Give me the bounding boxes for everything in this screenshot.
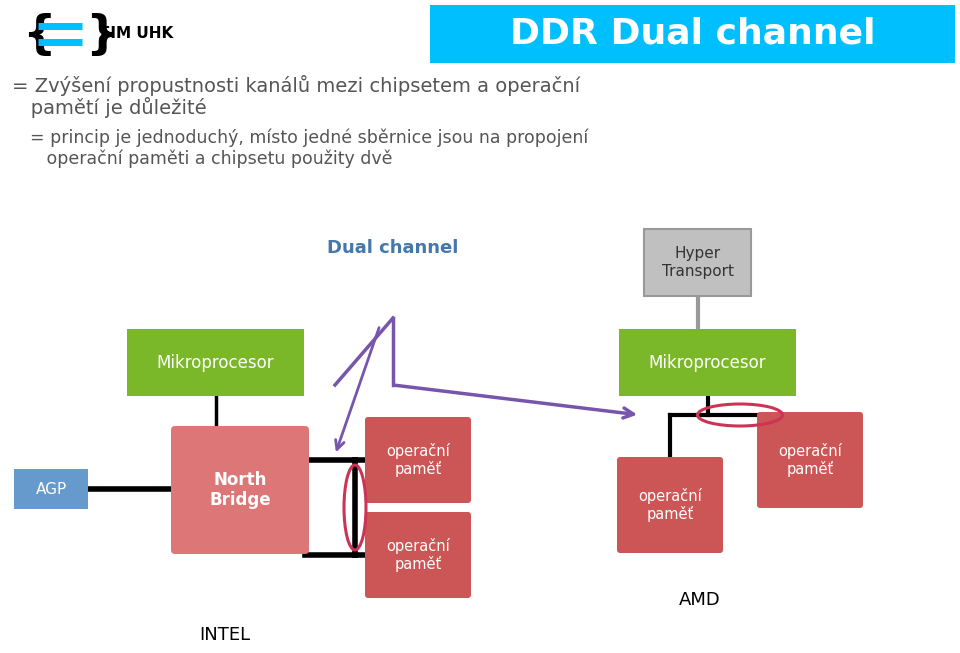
Text: DDR Dual channel: DDR Dual channel [510, 17, 876, 51]
Text: operační
paměť: operační paměť [386, 537, 450, 572]
Text: INTEL: INTEL [200, 626, 251, 644]
Text: }: } [85, 12, 119, 57]
Text: North
Bridge: North Bridge [209, 471, 271, 509]
Text: FIM UHK: FIM UHK [100, 27, 173, 42]
Text: AMD: AMD [679, 591, 721, 609]
FancyBboxPatch shape [127, 329, 304, 396]
FancyBboxPatch shape [14, 469, 88, 509]
Text: operační
paměť: operační paměť [638, 488, 702, 522]
Text: operační
paměť: operační paměť [386, 443, 450, 477]
FancyBboxPatch shape [171, 426, 309, 554]
Text: {: { [22, 12, 56, 57]
FancyBboxPatch shape [644, 229, 751, 296]
Text: AGP: AGP [36, 481, 66, 496]
FancyBboxPatch shape [365, 512, 471, 598]
Text: = princip je jednoduchý, místo jedné sběrnice jsou na propojení: = princip je jednoduchý, místo jedné sbě… [30, 129, 588, 147]
Text: Mikroprocesor: Mikroprocesor [649, 353, 766, 372]
Text: Hyper
Transport: Hyper Transport [661, 246, 733, 279]
Text: Mikroprocesor: Mikroprocesor [156, 353, 275, 372]
Bar [430, 5, 955, 63]
Text: operační paměti a chipsetu použity dvě: operační paměti a chipsetu použity dvě [30, 150, 393, 168]
FancyBboxPatch shape [619, 329, 796, 396]
FancyBboxPatch shape [757, 412, 863, 508]
Text: pamětí je důležité: pamětí je důležité [12, 97, 206, 118]
Text: Dual channel: Dual channel [327, 239, 459, 257]
Text: = Zvýšení propustnosti kanálů mezi chipsetem a operační: = Zvýšení propustnosti kanálů mezi chips… [12, 74, 580, 95]
FancyBboxPatch shape [365, 417, 471, 503]
Text: operační
paměť: operační paměť [779, 443, 842, 477]
FancyBboxPatch shape [617, 457, 723, 553]
